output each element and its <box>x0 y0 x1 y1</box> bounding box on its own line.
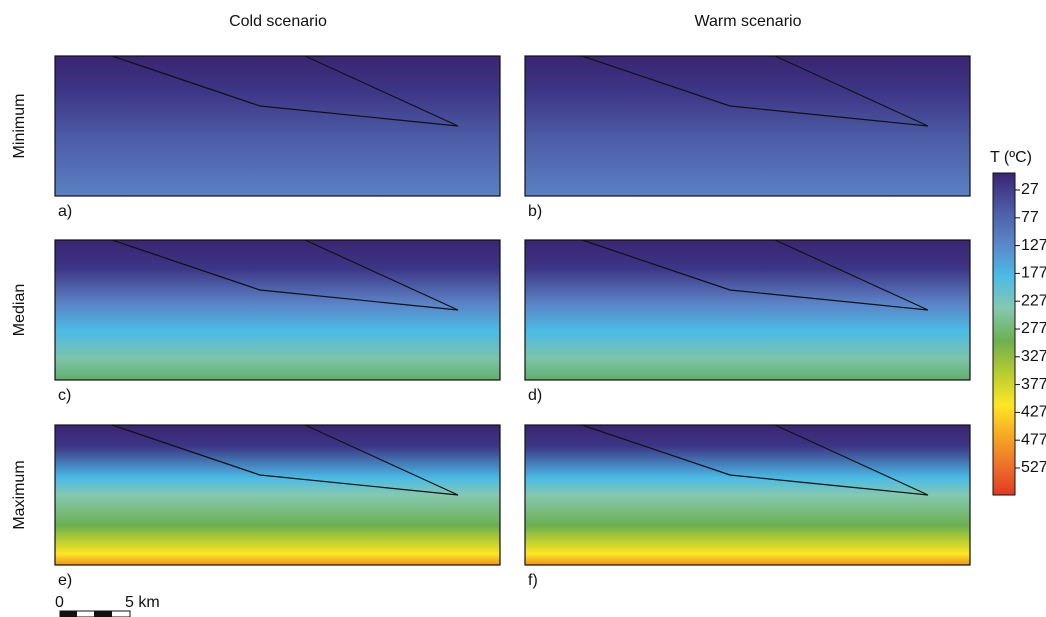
colorbar-tick-label: 227 <box>1021 292 1046 309</box>
fault-outline <box>111 424 459 496</box>
scale-bar-segment <box>94 611 112 617</box>
colorbar-tick-label: 177 <box>1021 265 1046 282</box>
colorbar-tick-label: 427 <box>1021 404 1046 421</box>
column-title: Warm scenario <box>695 13 802 30</box>
column-title: Cold scenario <box>229 13 327 30</box>
panel-label: d) <box>528 387 542 404</box>
temperature-panel <box>54 55 501 197</box>
fault-outline <box>111 55 459 127</box>
row-title: Median <box>11 284 28 336</box>
scale-start: 0 <box>55 594 64 611</box>
temperature-panel <box>54 424 501 566</box>
panel-label: f) <box>528 572 538 589</box>
scale-bar-segment <box>60 611 77 617</box>
colorbar-tick-label: 327 <box>1021 348 1046 365</box>
fault-outline <box>581 424 929 496</box>
panel-label: a) <box>58 203 72 220</box>
fault-outline <box>581 239 929 311</box>
colorbar-tick-label: 377 <box>1021 376 1046 393</box>
colorbar-title: T (ºC) <box>990 149 1032 166</box>
temperature-panel <box>54 239 501 381</box>
temperature-panel <box>524 55 971 197</box>
panel-label: c) <box>58 387 71 404</box>
colorbar-tick-label: 477 <box>1021 431 1046 448</box>
colorbar-tick-label: 527 <box>1021 459 1046 476</box>
scale-end: 5 km <box>125 594 160 611</box>
fault-outline <box>581 55 929 127</box>
panel-label: e) <box>58 572 72 589</box>
panel-label: b) <box>528 203 542 220</box>
colorbar-tick-label: 127 <box>1021 237 1046 254</box>
colorbar-tick-label: 77 <box>1021 209 1039 226</box>
temperature-panel <box>524 424 971 566</box>
colorbar-tick-label: 27 <box>1021 181 1039 198</box>
fault-outline <box>111 239 459 311</box>
row-title: Minimum <box>11 94 28 159</box>
row-title: Maximum <box>11 460 28 529</box>
colorbar <box>992 172 1016 496</box>
temperature-panel <box>524 239 971 381</box>
colorbar-tick-label: 277 <box>1021 320 1046 337</box>
